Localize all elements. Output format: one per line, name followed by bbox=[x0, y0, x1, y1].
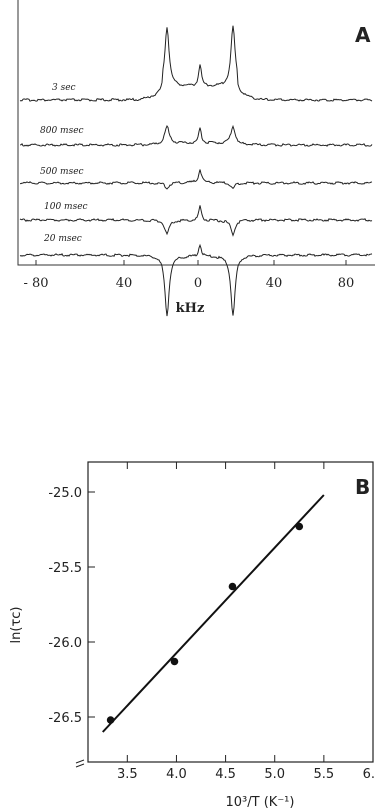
panel-b-ylabel: ln(τc) bbox=[9, 607, 24, 644]
panel-b-ticks: -25.0 -25.5 -26.0 -26.5 3.5 4.0 4.5 5.0 5.5 6.0 bbox=[48, 462, 375, 782]
x-tick-label: 4.5 bbox=[215, 767, 236, 782]
x-tick-label: 5.5 bbox=[314, 767, 335, 782]
y-tick-label: -26.5 bbox=[48, 711, 82, 726]
x-tick-label: 80 bbox=[338, 276, 355, 291]
spectrum-trace bbox=[19, 205, 373, 237]
spectrum-trace bbox=[19, 124, 373, 147]
panel-b-plot bbox=[102, 494, 325, 733]
spectrum-label: 100 msec bbox=[44, 202, 88, 212]
spectrum-trace bbox=[19, 169, 373, 190]
data-point bbox=[295, 522, 304, 531]
panel-a-xlabel: kHz bbox=[176, 301, 205, 316]
x-tick-label: - 80 bbox=[23, 276, 48, 291]
data-point bbox=[170, 657, 179, 666]
spectrum-label: 20 msec bbox=[43, 234, 82, 244]
panel-a-x-ticks: - 80 40 0 40 80 bbox=[23, 260, 354, 291]
panel-b: B -25.0 -25.5 -26.0 -26.5 3.5 4.0 4.5 5.0 5.5 6.0… bbox=[9, 461, 375, 810]
data-point bbox=[106, 716, 115, 724]
spectra-group: 3 sec 800 msec 500 msec 100 msec 20 msec bbox=[19, 25, 373, 317]
y-tick-label: -25.5 bbox=[48, 561, 82, 576]
x-tick-label: 3.5 bbox=[117, 767, 138, 782]
spectrum-label: 800 msec bbox=[40, 126, 84, 136]
x-tick-label: 5.0 bbox=[264, 767, 285, 782]
spectrum-trace bbox=[19, 25, 373, 102]
x-tick-label: 6.0 bbox=[363, 767, 375, 782]
axis-break-mark bbox=[75, 759, 85, 768]
panel-b-xlabel: 10³/T (K⁻¹) bbox=[226, 795, 295, 810]
x-tick-label: 40 bbox=[266, 276, 283, 291]
panel-b-frame bbox=[87, 461, 374, 763]
data-point bbox=[228, 582, 237, 591]
y-tick-label: -25.0 bbox=[48, 486, 82, 501]
fit-line bbox=[102, 494, 325, 733]
spectrum-trace bbox=[19, 243, 373, 317]
panel-b-label: B bbox=[355, 475, 370, 499]
spectrum-label: 3 sec bbox=[52, 83, 76, 93]
y-tick-label: -26.0 bbox=[48, 636, 82, 651]
panel-a-label: A bbox=[355, 23, 371, 47]
x-tick-label: 40 bbox=[116, 276, 133, 291]
panel-a: A 3 sec 800 msec 500 msec 100 msec 20 msec -… bbox=[17, 0, 375, 317]
x-tick-label: 0 bbox=[194, 276, 202, 291]
spectrum-label: 500 msec bbox=[40, 167, 84, 177]
x-tick-label: 4.0 bbox=[166, 767, 187, 782]
